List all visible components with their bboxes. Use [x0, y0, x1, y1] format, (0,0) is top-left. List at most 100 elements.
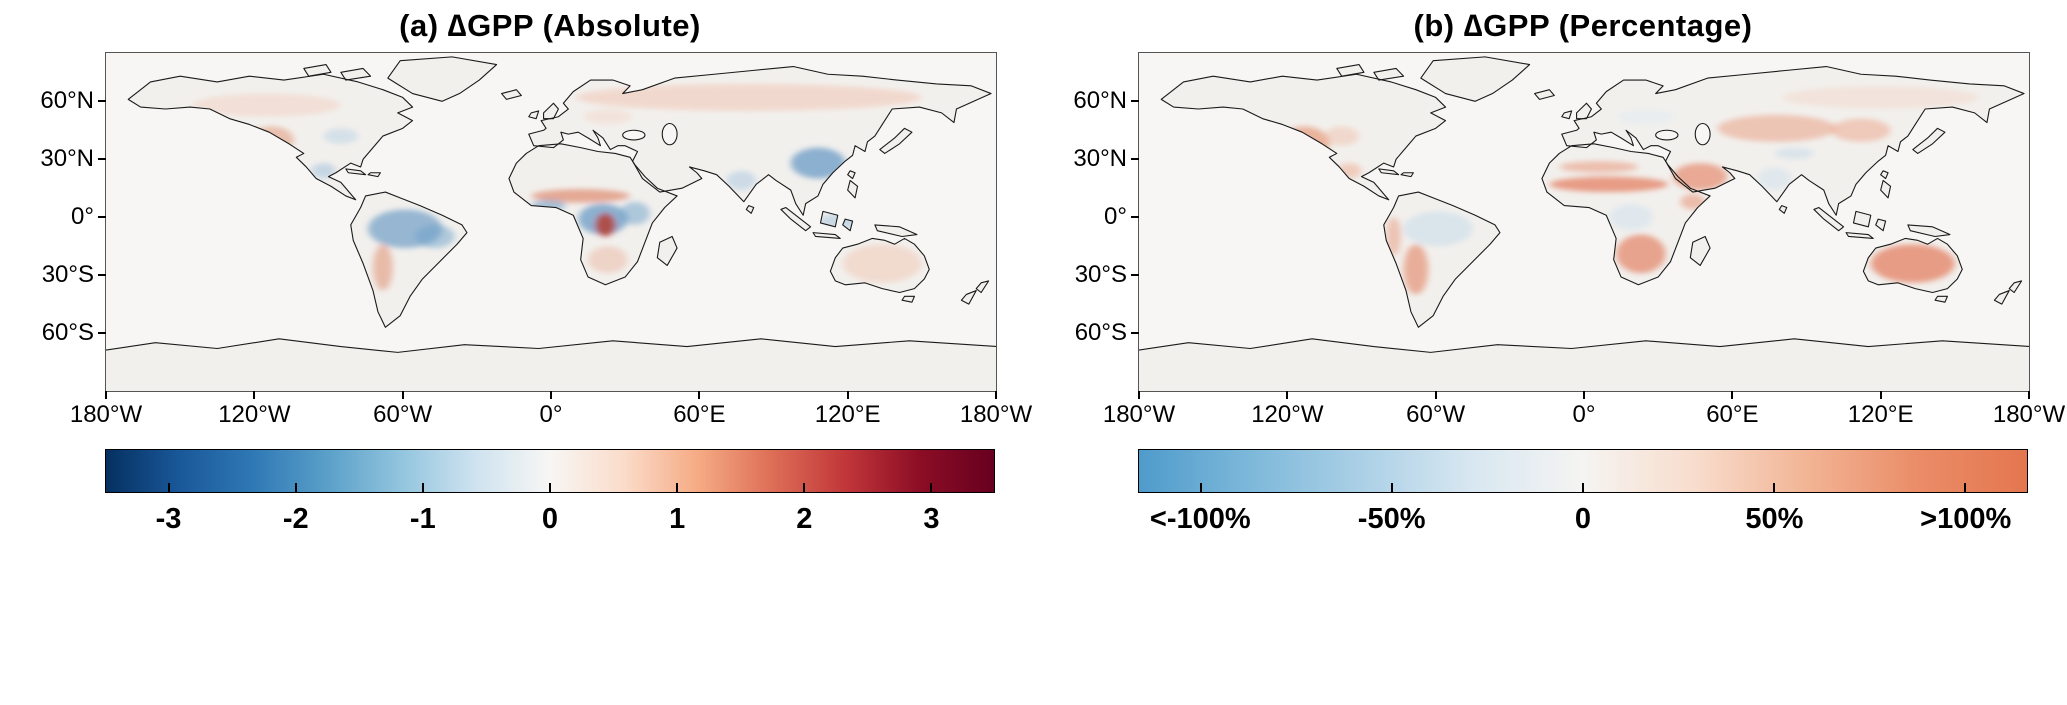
colorbar-tick-mark	[422, 483, 425, 492]
black-sea	[1656, 130, 1678, 140]
panel-a-map: 60°N 30°N 0° 30°S 60°S 180°W 120°W 60°W 0° 60°E 1…	[40, 52, 1032, 428]
region-boreal-eurasia-slight-increase	[575, 83, 922, 111]
colorbar-tick-mark	[1963, 483, 1966, 492]
colorbar-tick-mark	[802, 483, 805, 492]
xtick-label: 180°W	[1992, 401, 2066, 428]
region-andes-increase	[1386, 217, 1402, 256]
colorbar-tick-label: -1	[409, 503, 436, 535]
xtick-label: 180°W	[69, 401, 143, 428]
region-southern-africa-increase	[1616, 234, 1666, 274]
xtick-mark	[2028, 391, 2030, 399]
world-map-a	[106, 53, 996, 391]
xtick-label: 120°E	[814, 401, 881, 428]
region-north-sahara-increase	[1559, 161, 1639, 173]
ytick-label: 60°N	[40, 87, 94, 115]
region-boreal-na-slight-increase	[192, 93, 341, 117]
caspian-sea	[662, 123, 677, 144]
region-tibet-decrease	[1774, 147, 1814, 160]
xtick-label: 120°W	[218, 401, 291, 428]
colorbar-tick-label: 2	[796, 503, 813, 535]
region-amazon-slight-decrease	[1403, 211, 1473, 247]
xtick-label: 180°W	[959, 401, 1033, 428]
colorbar-tick-mark	[168, 483, 171, 492]
region-sahel-increase	[1549, 176, 1669, 193]
xtick-mark	[105, 391, 107, 399]
colorbar-tick-mark	[549, 483, 551, 492]
ytick-label: 60°S	[41, 319, 94, 347]
region-argentina-increase	[1403, 244, 1429, 295]
xtick-label: 60°W	[1406, 401, 1466, 428]
panel-b-colorbar: <-100% -50% 0 50% >100%	[1138, 449, 2028, 535]
xtick-mark	[698, 391, 701, 399]
colorbar-tick-label: >100%	[1920, 503, 2012, 535]
ytick-label: 60°N	[1073, 87, 1127, 115]
region-europe-slight-increase	[583, 109, 633, 125]
colorbar-labels-b: <-100% -50% 0 50% >100%	[1138, 449, 2028, 535]
caspian-sea	[1695, 123, 1710, 144]
region-arabia-increase	[1673, 163, 1728, 191]
region-india-slight-decrease	[1757, 166, 1792, 191]
region-se-asia-decrease	[790, 147, 846, 179]
ytick-label: 30°S	[1074, 261, 1127, 289]
region-amazon-east-decrease	[415, 224, 455, 249]
xtick-mark	[1286, 391, 1289, 399]
region-east-africa-decrease	[620, 201, 650, 225]
xtick-mark	[253, 391, 256, 399]
coastline-layer	[1139, 57, 2029, 391]
region-europe-slight-decrease	[1616, 109, 1676, 125]
xtick-mark	[1138, 391, 1140, 399]
colorbar-tick-mark	[1391, 483, 1394, 492]
ytick-mark	[1131, 274, 1139, 277]
region-congo-slight-decrease	[1608, 203, 1654, 231]
region-mongolia-china-increase	[1831, 118, 1891, 142]
panel-b-title: (b) ∆GPP (Percentage)	[1413, 8, 1753, 43]
colorbar-tick-label: -50%	[1357, 503, 1426, 535]
panel-a-title: (a) ∆GPP (Absolute)	[399, 8, 701, 43]
ytick-mark	[98, 216, 106, 219]
colorbar-tick-mark	[295, 483, 298, 492]
region-central-africa-strong-increase	[595, 213, 616, 237]
panel-a-colorbar: -3 -2 -1 0 1 2 3	[105, 449, 995, 535]
colorbar-tick-mark	[1582, 483, 1584, 492]
xtick-mark	[1879, 391, 1882, 399]
xtick-label: 60°E	[673, 401, 726, 428]
xtick-mark	[1731, 391, 1734, 399]
colorbar-tick-label: 1	[669, 503, 686, 535]
colorbar-gradient-a	[105, 449, 995, 493]
xtick-mark	[1434, 391, 1437, 399]
region-southern-africa-mixed	[588, 246, 628, 274]
colorbar-tick-mark	[929, 483, 932, 492]
colorbar-tick-label: 3	[923, 503, 940, 535]
ytick-mark	[98, 274, 106, 277]
xtick-mark	[1583, 391, 1585, 399]
xtick-mark	[401, 391, 404, 399]
colorbar-tick-mark	[675, 483, 678, 492]
region-mexico-decrease	[311, 163, 336, 179]
ytick-mark	[98, 158, 106, 161]
colorbar-gradient-b	[1138, 449, 2028, 493]
colorbar-tick-label: 0	[1574, 503, 1592, 535]
panel-b-map: 60°N 30°N 0° 30°S 60°S 180°W 120°W 60°W 0° 60°E 1…	[1073, 52, 2065, 428]
colorbar-tick-label: <-100%	[1149, 503, 1251, 535]
region-na-plains-increase	[1324, 126, 1360, 146]
region-horn-of-africa-increase	[1680, 193, 1706, 210]
region-central-asia-increase	[1717, 114, 1837, 142]
xtick-label: 180°W	[1102, 401, 1176, 428]
ytick-label: 30°S	[41, 261, 94, 289]
xtick-mark	[550, 391, 552, 399]
xtick-label: 0°	[1572, 401, 1596, 428]
region-india-decrease	[726, 170, 757, 191]
xtick-label: 60°W	[373, 401, 433, 428]
ytick-mark	[1131, 158, 1139, 161]
panel-b: (b) ∆GPP (Percentage) 60°N 30°N 0° 30°S 60°S…	[1033, 0, 2066, 705]
ytick-label: 30°N	[40, 145, 94, 173]
xtick-label: 120°W	[1251, 401, 1324, 428]
ytick-mark	[1131, 100, 1139, 103]
ytick-mark	[98, 100, 106, 103]
ytick-label: 0°	[71, 203, 94, 231]
coastline-layer	[106, 57, 996, 391]
ytick-label: 0°	[1104, 203, 1127, 231]
xtick-label: 60°E	[1706, 401, 1759, 428]
ytick-label: 30°N	[1073, 145, 1127, 173]
colorbar-tick-label: 50%	[1745, 503, 1804, 535]
